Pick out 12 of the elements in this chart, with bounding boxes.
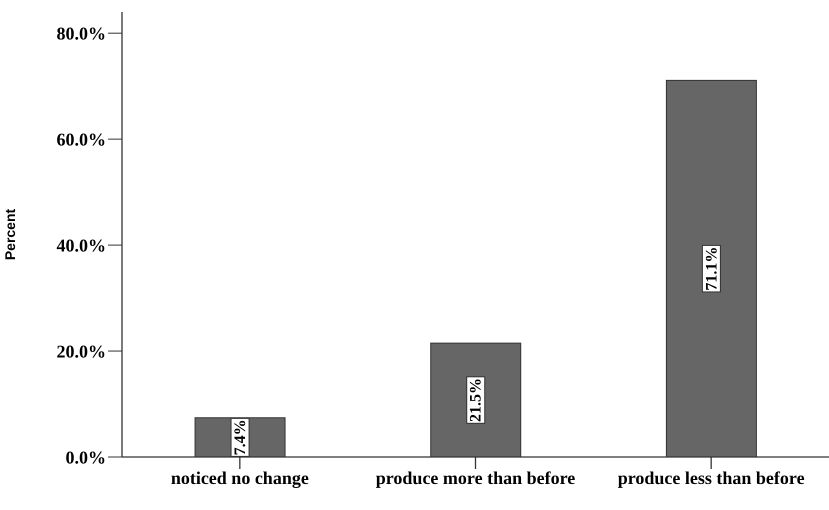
y-tick-label: 80.0% — [56, 24, 106, 44]
y-tick-label: 0.0% — [66, 447, 106, 468]
data-label: 21.5% — [468, 378, 485, 422]
data-label: 71.1% — [703, 246, 720, 291]
y-tick-label: 60.0% — [56, 130, 106, 150]
y-tick-label: 40.0% — [56, 235, 106, 256]
y-axis-title: Percent — [2, 208, 18, 260]
data-label: 7.4% — [232, 419, 250, 456]
x-tick-label: produce less than before — [618, 468, 805, 488]
x-tick-label: noticed no change — [170, 468, 309, 488]
x-tick-label: produce more than before — [376, 468, 576, 488]
y-tick-label: 20.0% — [56, 341, 106, 362]
